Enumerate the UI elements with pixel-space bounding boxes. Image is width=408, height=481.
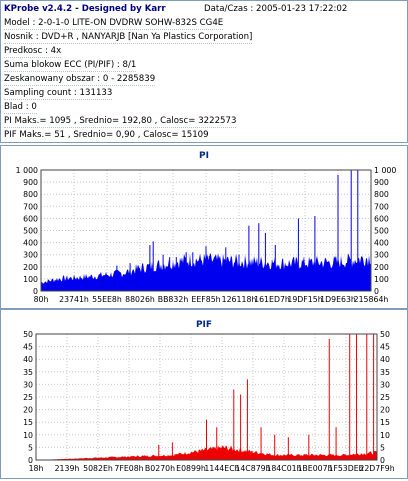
- drive-model: Model : 2-0-1-0 LITE-ON DVDRW SOHW-832S …: [4, 18, 224, 30]
- pif-stats: PIF Maks.= 51 , Srednio= 0,90 , Calosc= …: [4, 130, 209, 140]
- scan-datetime: Data/Czas : 2005-01-23 17:22:02: [204, 4, 348, 14]
- y-tick-label-left: 100: [23, 275, 38, 284]
- y-tick-label-right: 0: [380, 456, 385, 465]
- info-panel: KProbe v2.4.2 - Designed by Karr Data/Cz…: [0, 0, 408, 143]
- x-tick-label: 126118h: [222, 295, 257, 304]
- y-tick-label-left: 800: [23, 190, 38, 199]
- y-tick-label-left: 15: [23, 418, 33, 427]
- scanned-area: Zeskanowany obszar : 0 - 2285839: [4, 74, 156, 86]
- y-tick-label-right: 700: [374, 202, 389, 211]
- x-tick-label: 1F53DEh: [328, 464, 363, 473]
- pi-chart-title: PI: [199, 151, 209, 161]
- error-count: Blad : 0: [4, 102, 37, 114]
- x-tick-label: 22D7F9h: [359, 464, 394, 473]
- y-tick-label-right: 25: [380, 393, 390, 402]
- y-tick-label-left: 700: [23, 202, 38, 211]
- y-tick-label-right: 15: [380, 418, 390, 427]
- y-tick-label-left: 400: [23, 239, 38, 248]
- x-tick-label: 88026h: [125, 295, 155, 304]
- x-tick-label: 80h: [34, 295, 49, 304]
- y-tick-label-right: 0: [374, 287, 379, 296]
- y-tick-label-right: 600: [374, 214, 389, 223]
- x-tick-label: E0899h: [176, 464, 206, 473]
- y-tick-label-left: 500: [23, 227, 38, 236]
- x-tick-label: EEF85h: [191, 295, 220, 304]
- read-speed: Predkosc : 4x: [4, 46, 62, 58]
- y-tick-label-left: 10: [23, 431, 33, 440]
- x-tick-label: 7FE08h: [114, 464, 143, 473]
- x-tick-label: 161ED7h: [254, 295, 290, 304]
- ecc-blocks: Suma blokow ECC (PI/PIF) : 8/1: [4, 60, 137, 72]
- y-tick-label-left: 0: [28, 456, 33, 465]
- y-tick-label-left: 45: [23, 343, 33, 352]
- plot-frame: [40, 169, 372, 292]
- y-tick-label-left: 25: [23, 393, 33, 402]
- y-tick-label-right: 35: [380, 368, 390, 377]
- y-tick-label-right: 300: [374, 251, 389, 260]
- y-tick-label-left: 200: [23, 263, 38, 272]
- y-tick-label-right: 100: [374, 275, 389, 284]
- y-tick-label-right: 5: [380, 443, 385, 452]
- pif-chart-panel: PIF 0 0 5 5 10 10 15 15 20 20 25 25 30 30 35 35 40 40 45 45…: [0, 309, 408, 479]
- y-tick-label-right: 900: [374, 178, 389, 187]
- y-tick-label-left: 40: [23, 355, 33, 364]
- y-tick-label-right: 200: [374, 263, 389, 272]
- x-tick-label: B0270h: [145, 464, 175, 473]
- y-tick-label-right: 50: [380, 330, 390, 339]
- y-tick-label-right: 10: [380, 431, 390, 440]
- y-tick-label-right: 400: [374, 239, 389, 248]
- y-tick-label-left: 50: [23, 330, 33, 339]
- x-tick-label: 1BE007h: [297, 464, 332, 473]
- x-tick-label: BB832h: [158, 295, 189, 304]
- y-tick-label-left: 5: [28, 443, 33, 452]
- x-tick-label: 5082Eh: [83, 464, 113, 473]
- y-tick-label-left: 900: [23, 178, 38, 187]
- x-tick-label: 23741h: [59, 295, 89, 304]
- pi-stats: PI Maks.= 1095 , Srednio= 192,80 , Calos…: [4, 116, 237, 128]
- pi-chart-panel: PI 0 0 100 100 200 200 300 300 400 400 500 500 600 60…: [0, 145, 408, 309]
- pi-chart: 0 0 100 100 200 200 300 300 400 400 500 500 600 600 70…: [16, 166, 397, 304]
- pif-chart: 0 0 5 5 10 10 15 15 20 20 25 25 30 30 35 35 40 40 45 45 50 50…: [23, 330, 395, 473]
- y-tick-label-left: 30: [23, 380, 33, 389]
- y-tick-label-left: 0: [33, 287, 38, 296]
- y-tick-label-left: 1 000: [16, 166, 38, 175]
- media-info: Nosnik : DVD+R , NANYARJB [Nan Ya Plasti…: [4, 32, 253, 44]
- y-tick-label-left: 600: [23, 214, 38, 223]
- x-tick-label: 1144ECh: [204, 464, 239, 473]
- y-tick-label-right: 40: [380, 355, 390, 364]
- y-tick-label-left: 35: [23, 368, 33, 377]
- y-tick-label-right: 1 000: [374, 166, 396, 175]
- y-tick-label-left: 300: [23, 251, 38, 260]
- sampling-count: Sampling count : 131133: [4, 88, 113, 100]
- y-tick-label-right: 500: [374, 227, 389, 236]
- y-tick-label-right: 20: [380, 406, 390, 415]
- y-tick-label-right: 30: [380, 380, 390, 389]
- x-tick-label: 1D9E63h: [320, 295, 356, 304]
- x-tick-label: 19DF15h: [287, 295, 322, 304]
- x-tick-label: 14C879h: [235, 464, 270, 473]
- x-tick-label: 55EE8h: [92, 295, 122, 304]
- y-tick-label-right: 45: [380, 343, 390, 352]
- x-tick-label: 184C01h: [266, 464, 301, 473]
- pif-chart-title: PIF: [195, 320, 213, 330]
- app-title: KProbe v2.4.2 - Designed by Karr: [4, 4, 166, 14]
- x-tick-label: 215864h: [354, 295, 389, 304]
- x-tick-label: 2139h: [55, 464, 80, 473]
- y-tick-label-left: 20: [23, 406, 33, 415]
- plot-frame: [35, 333, 378, 461]
- x-tick-label: 18h: [29, 464, 44, 473]
- y-tick-label-right: 800: [374, 190, 389, 199]
